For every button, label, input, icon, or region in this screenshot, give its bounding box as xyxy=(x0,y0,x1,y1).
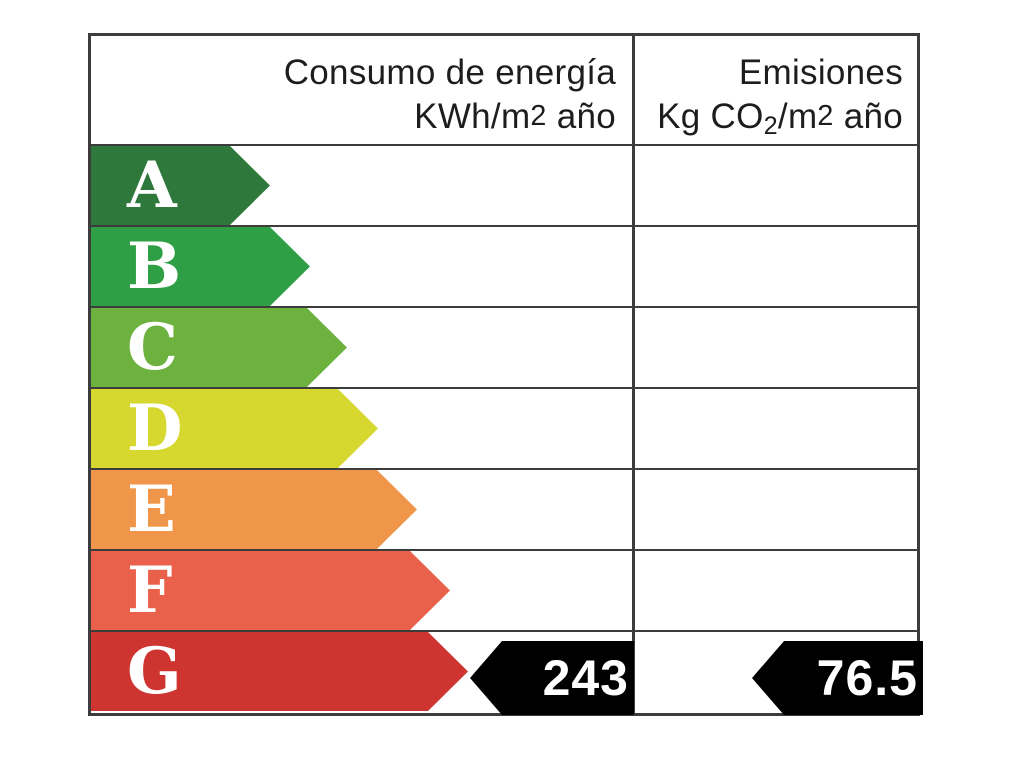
rating-arrow-g: G xyxy=(91,632,468,711)
rating-row-b: B xyxy=(91,225,917,306)
rating-row-e: E xyxy=(91,468,917,549)
rating-arrow-e: E xyxy=(91,470,417,549)
consumption-header-line1: Consumo de energía xyxy=(283,53,616,92)
rating-letter-e: E xyxy=(127,471,176,547)
rating-letter-g: G xyxy=(127,633,182,709)
table-header: Consumo de energía KWh/m2 año Emisiones … xyxy=(91,36,917,146)
rating-row-f: F xyxy=(91,549,917,630)
column-divider xyxy=(632,36,635,713)
rating-letter-f: F xyxy=(127,552,173,628)
rating-row-d: D xyxy=(91,387,917,468)
rating-letter-a: A xyxy=(127,147,177,223)
emissions-header-line1: Emisiones xyxy=(738,53,903,92)
rating-row-g: G 243 76.5 xyxy=(91,630,923,715)
consumption-value: 243 xyxy=(542,650,629,706)
rating-letter-b: B xyxy=(127,228,182,304)
energy-rating-table: Consumo de energía KWh/m2 año Emisiones … xyxy=(88,33,923,716)
consumption-header: Consumo de energía KWh/m2 año xyxy=(91,36,632,144)
rating-arrow-b: B xyxy=(91,227,310,306)
rating-letter-c: C xyxy=(127,309,178,385)
rating-arrow-c: C xyxy=(91,308,347,387)
rating-arrow-d: D xyxy=(91,389,378,468)
co2-subscript: 2 xyxy=(763,111,778,140)
squared-exponent: 2 xyxy=(530,100,547,133)
consumption-value-arrow: 243 xyxy=(470,641,634,715)
emissions-header-line2: Kg CO2/m2 año xyxy=(657,97,903,140)
squared-exponent: 2 xyxy=(817,100,834,133)
emissions-value: 76.5 xyxy=(816,650,918,706)
rating-rows: A B C D E F xyxy=(91,146,923,715)
rating-letter-d: D xyxy=(127,390,183,466)
rating-row-c: C xyxy=(91,306,917,387)
emissions-header: Emisiones Kg CO2/m2 año xyxy=(635,36,917,144)
consumption-header-line2: KWh/m2 año xyxy=(414,97,616,136)
rating-arrow-f: F xyxy=(91,551,450,630)
rating-arrow-a: A xyxy=(91,146,270,225)
rating-row-a: A xyxy=(91,146,917,225)
emissions-value-arrow: 76.5 xyxy=(752,641,923,715)
